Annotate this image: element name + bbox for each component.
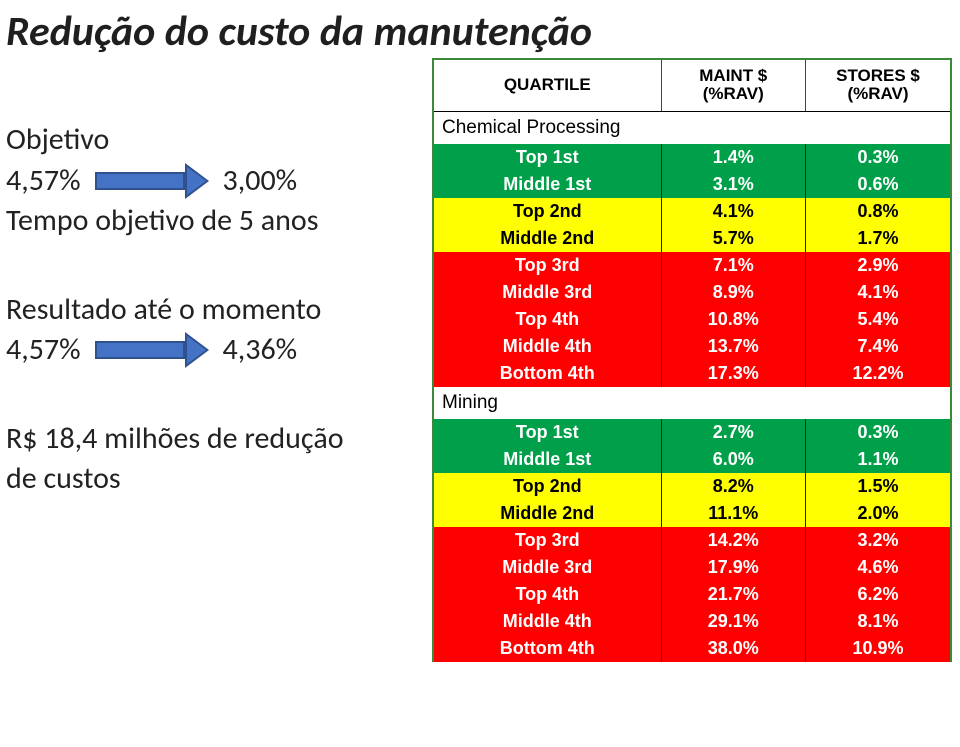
cell-maint: 10.8% (661, 306, 805, 333)
result-row: 4,57% 4,36% (6, 330, 420, 371)
table-header-row: QUARTILE MAINT $(%RAV) STORES $(%RAV) (434, 59, 950, 111)
cell-stores: 2.9% (806, 252, 951, 279)
cell-stores: 8.1% (806, 608, 951, 635)
cell-maint: 14.2% (661, 527, 805, 554)
result-heading: Resultado até o momento (6, 290, 420, 331)
cell-maint: 21.7% (661, 581, 805, 608)
cell-stores: 6.2% (806, 581, 951, 608)
table-row: Top 2nd4.1%0.8% (434, 198, 950, 225)
table-row: Top 4th10.8%5.4% (434, 306, 950, 333)
cell-maint: 13.7% (661, 333, 805, 360)
objective-from: 4,57% (6, 161, 81, 202)
result-section: Resultado até o momento 4,57% 4,36% (6, 290, 420, 371)
cell-quartile: Middle 1st (434, 446, 661, 473)
table-row: Top 3rd7.1%2.9% (434, 252, 950, 279)
cell-maint: 8.2% (661, 473, 805, 500)
cell-maint: 17.3% (661, 360, 805, 387)
cell-stores: 1.5% (806, 473, 951, 500)
table-row: Middle 2nd11.1%2.0% (434, 500, 950, 527)
cell-maint: 6.0% (661, 446, 805, 473)
table-section-label: Mining (434, 387, 950, 419)
cell-quartile: Top 4th (434, 306, 661, 333)
quartile-table: QUARTILE MAINT $(%RAV) STORES $(%RAV) Ch… (432, 58, 952, 662)
cell-quartile: Top 2nd (434, 198, 661, 225)
cell-maint: 7.1% (661, 252, 805, 279)
table-row: Bottom 4th38.0%10.9% (434, 635, 950, 662)
cell-stores: 0.3% (806, 144, 951, 171)
result-to: 4,36% (223, 330, 298, 371)
cell-stores: 3.2% (806, 527, 951, 554)
table-row: Top 2nd8.2%1.5% (434, 473, 950, 500)
table-row: Top 1st1.4%0.3% (434, 144, 950, 171)
table-section-row: Mining (434, 387, 950, 419)
cell-maint: 5.7% (661, 225, 805, 252)
table-section-row: Chemical Processing (434, 111, 950, 144)
cell-quartile: Middle 3rd (434, 279, 661, 306)
table-row: Middle 1st3.1%0.6% (434, 171, 950, 198)
table-row: Middle 3rd8.9%4.1% (434, 279, 950, 306)
cell-maint: 3.1% (661, 171, 805, 198)
objective-section: Objetivo 4,57% 3,00% Tempo objetivo de 5… (6, 120, 420, 242)
cell-stores: 0.3% (806, 419, 951, 446)
table-row: Top 4th21.7%6.2% (434, 581, 950, 608)
savings-section: R$ 18,4 milhões de redução de custos (6, 419, 420, 500)
cell-quartile: Middle 4th (434, 608, 661, 635)
cell-stores: 1.1% (806, 446, 951, 473)
cell-quartile: Middle 1st (434, 171, 661, 198)
cell-quartile: Top 3rd (434, 252, 661, 279)
cell-maint: 2.7% (661, 419, 805, 446)
cell-stores: 0.8% (806, 198, 951, 225)
table-row: Middle 4th13.7%7.4% (434, 333, 950, 360)
table-row: Middle 3rd17.9%4.6% (434, 554, 950, 581)
cell-stores: 7.4% (806, 333, 951, 360)
cell-stores: 1.7% (806, 225, 951, 252)
table-row: Middle 1st6.0%1.1% (434, 446, 950, 473)
cell-maint: 17.9% (661, 554, 805, 581)
header-stores: STORES $(%RAV) (806, 59, 951, 111)
objective-row: 4,57% 3,00% (6, 161, 420, 202)
cell-quartile: Top 1st (434, 144, 661, 171)
cell-quartile: Bottom 4th (434, 360, 661, 387)
cell-quartile: Bottom 4th (434, 635, 661, 662)
cell-stores: 5.4% (806, 306, 951, 333)
cell-maint: 29.1% (661, 608, 805, 635)
table-row: Bottom 4th17.3%12.2% (434, 360, 950, 387)
cell-stores: 12.2% (806, 360, 951, 387)
left-content: Objetivo 4,57% 3,00% Tempo objetivo de 5… (0, 120, 420, 548)
table-row: Middle 4th29.1%8.1% (434, 608, 950, 635)
cell-stores: 2.0% (806, 500, 951, 527)
table-row: Top 1st2.7%0.3% (434, 419, 950, 446)
cell-quartile: Middle 2nd (434, 225, 661, 252)
cell-stores: 4.6% (806, 554, 951, 581)
page-title: Redução do custo da manutenção (0, 0, 960, 57)
objective-heading: Objetivo (6, 120, 420, 161)
savings-line2: de custos (6, 459, 420, 500)
arrow-icon (95, 332, 209, 368)
header-maint: MAINT $(%RAV) (661, 59, 805, 111)
cell-stores: 4.1% (806, 279, 951, 306)
cell-maint: 1.4% (661, 144, 805, 171)
cell-stores: 10.9% (806, 635, 951, 662)
cell-maint: 11.1% (661, 500, 805, 527)
table-row: Middle 2nd5.7%1.7% (434, 225, 950, 252)
cell-quartile: Top 3rd (434, 527, 661, 554)
header-quartile: QUARTILE (434, 59, 661, 111)
cell-stores: 0.6% (806, 171, 951, 198)
objective-timeframe: Tempo objetivo de 5 anos (6, 201, 420, 242)
cell-quartile: Top 1st (434, 419, 661, 446)
arrow-icon (95, 163, 209, 199)
cell-quartile: Middle 4th (434, 333, 661, 360)
cell-quartile: Middle 2nd (434, 500, 661, 527)
result-from: 4,57% (6, 330, 81, 371)
cell-quartile: Top 4th (434, 581, 661, 608)
cell-maint: 4.1% (661, 198, 805, 225)
table-row: Top 3rd14.2%3.2% (434, 527, 950, 554)
cell-maint: 8.9% (661, 279, 805, 306)
objective-to: 3,00% (223, 161, 298, 202)
savings-line1: R$ 18,4 milhões de redução (6, 419, 420, 460)
cell-quartile: Middle 3rd (434, 554, 661, 581)
cell-maint: 38.0% (661, 635, 805, 662)
table-section-label: Chemical Processing (434, 111, 950, 144)
cell-quartile: Top 2nd (434, 473, 661, 500)
